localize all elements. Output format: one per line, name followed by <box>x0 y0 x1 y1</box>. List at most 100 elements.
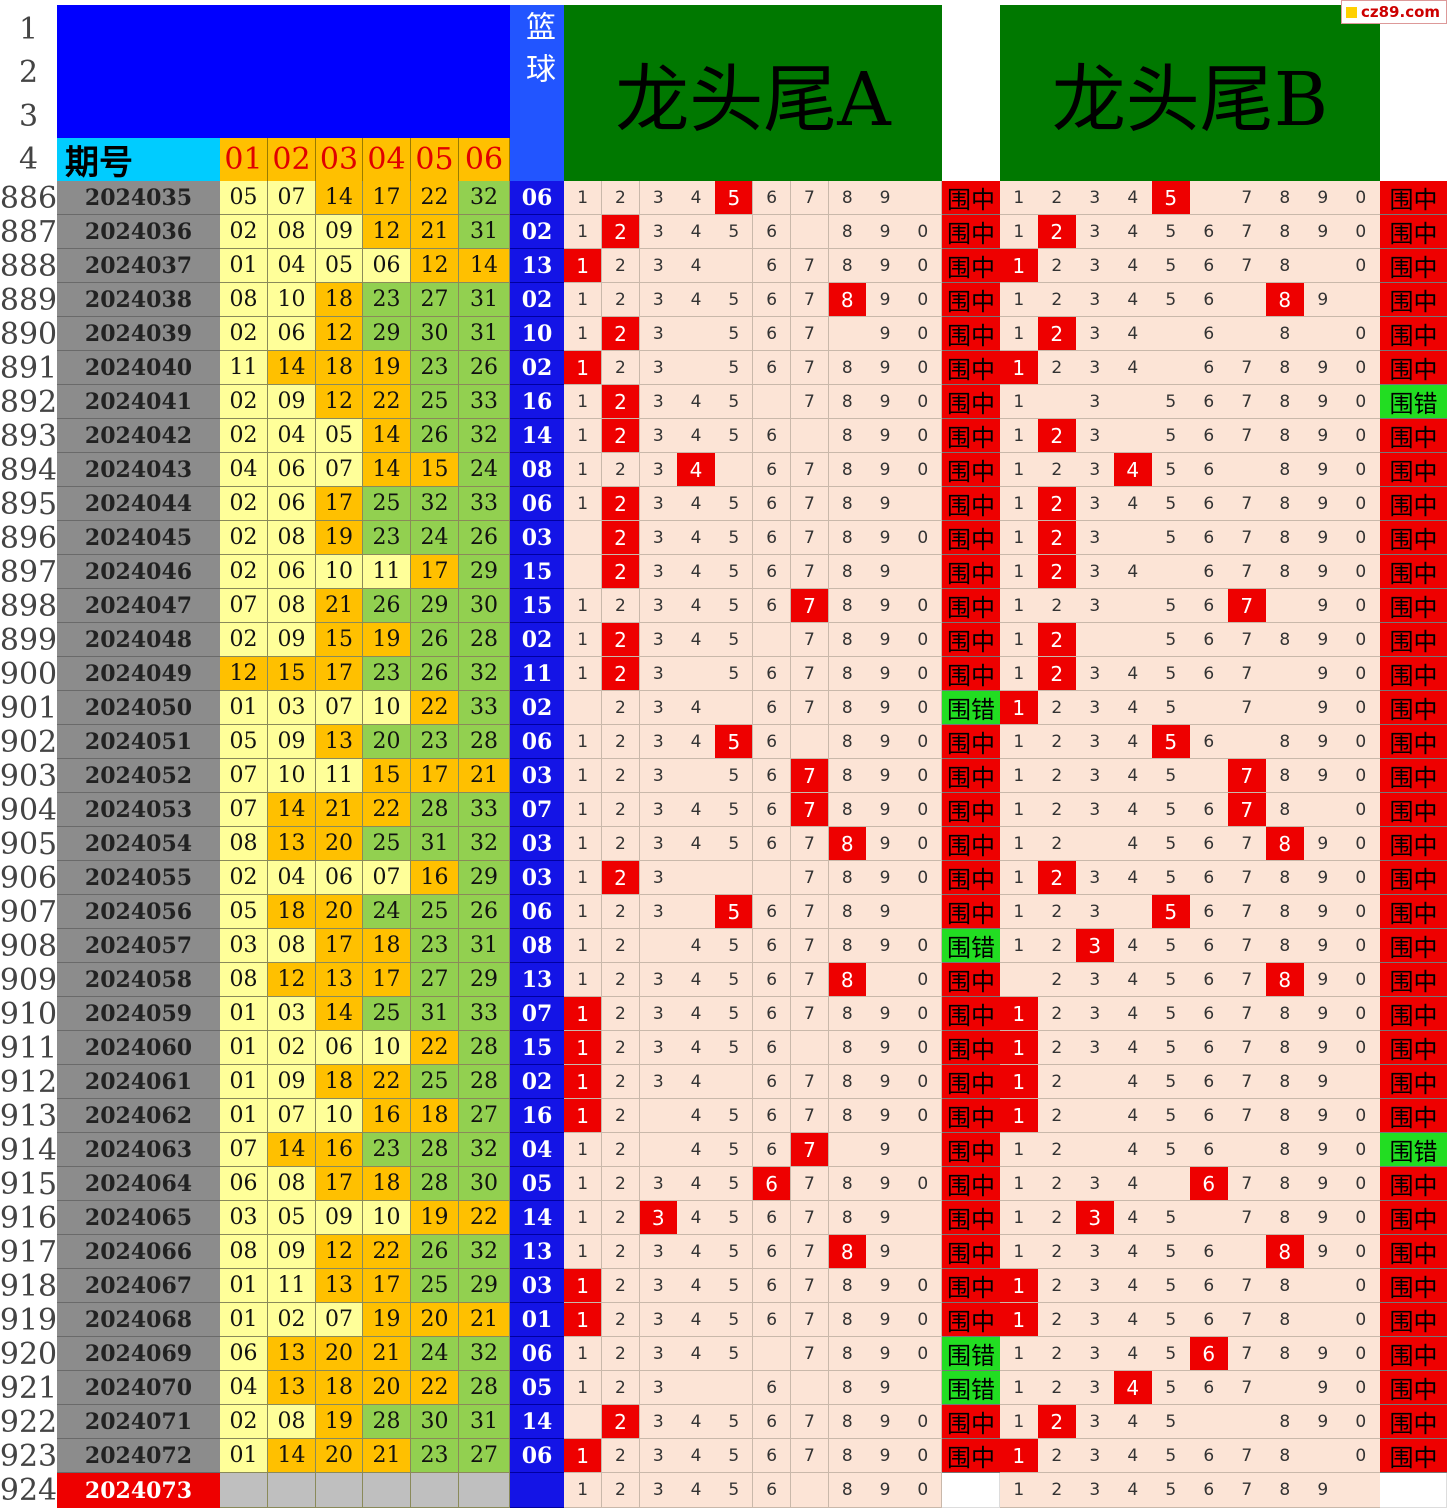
grid-b-cell[interactable]: 3 <box>1076 453 1115 487</box>
red-ball-cell[interactable]: 32 <box>459 1235 510 1269</box>
grid-b-cell[interactable]: 5 <box>1152 963 1191 997</box>
grid-b-cell[interactable]: 8 <box>1266 759 1305 793</box>
grid-b-cell[interactable]: 0 <box>1342 181 1381 215</box>
grid-b-cell[interactable]: 9 <box>1304 725 1343 759</box>
grid-a-cell[interactable]: 5 <box>715 215 754 249</box>
grid-a-hit-cell[interactable]: 1 <box>564 249 603 283</box>
grid-b-cell[interactable]: 9 <box>1304 1065 1343 1099</box>
blue-ball-cell[interactable]: 04 <box>510 1133 564 1167</box>
grid-b-cell[interactable]: 6 <box>1190 317 1229 351</box>
row-number[interactable]: 890 <box>0 317 57 351</box>
period-cell[interactable]: 2024071 <box>57 1405 220 1439</box>
result-b-badge[interactable]: 围错 <box>1380 385 1447 419</box>
grid-b-cell[interactable] <box>1228 317 1267 351</box>
grid-b-hit-cell[interactable]: 4 <box>1114 453 1153 487</box>
grid-a-cell[interactable]: 9 <box>866 1371 905 1405</box>
grid-b-cell[interactable]: 4 <box>1114 351 1153 385</box>
grid-a-cell[interactable]: 4 <box>677 691 716 725</box>
red-ball-cell[interactable]: 11 <box>363 555 411 589</box>
red-ball-cell[interactable]: 27 <box>411 963 459 997</box>
grid-a-cell[interactable]: 0 <box>904 1337 943 1371</box>
grid-a-cell[interactable]: 2 <box>601 1337 641 1371</box>
red-ball-cell[interactable]: 14 <box>268 1439 316 1473</box>
grid-b-cell[interactable]: 2 <box>1038 1099 1077 1133</box>
grid-b-cell[interactable]: 0 <box>1342 385 1381 419</box>
grid-b-cell[interactable]: 6 <box>1190 419 1229 453</box>
red-ball-cell[interactable]: 20 <box>316 895 363 929</box>
row-number[interactable]: 912 <box>0 1065 57 1099</box>
grid-a-cell[interactable]: 3 <box>639 1405 678 1439</box>
red-ball-cell[interactable]: 15 <box>363 759 411 793</box>
result-a-badge[interactable]: 围中 <box>942 725 1000 759</box>
red-ball-cell[interactable]: 20 <box>411 1303 459 1337</box>
period-cell[interactable]: 2024070 <box>57 1371 220 1405</box>
grid-a-cell[interactable]: 9 <box>866 1031 905 1065</box>
red-ball-cell[interactable]: 26 <box>459 351 510 385</box>
grid-b-cell[interactable]: 1 <box>1000 929 1039 963</box>
red-ball-cell[interactable]: 17 <box>316 929 363 963</box>
blue-ball-cell[interactable]: 15 <box>510 555 564 589</box>
result-b-badge[interactable]: 围中 <box>1380 1099 1447 1133</box>
grid-b-cell[interactable]: 5 <box>1152 1099 1191 1133</box>
grid-b-cell[interactable]: 8 <box>1266 861 1305 895</box>
grid-b-cell[interactable]: 9 <box>1304 1371 1343 1405</box>
grid-b-cell[interactable]: 9 <box>1304 453 1343 487</box>
grid-a-cell[interactable]: 2 <box>601 1439 641 1473</box>
grid-b-cell[interactable]: 9 <box>1304 487 1343 521</box>
blue-ball-cell[interactable]: 06 <box>510 895 564 929</box>
grid-b-cell[interactable]: 7 <box>1228 487 1267 521</box>
red-ball-cell[interactable]: 01 <box>220 1303 268 1337</box>
grid-b-cell[interactable]: 3 <box>1076 215 1115 249</box>
grid-a-cell[interactable]: 6 <box>753 1473 792 1508</box>
grid-a-cell[interactable]: 7 <box>790 385 830 419</box>
grid-b-cell[interactable]: 6 <box>1190 1269 1229 1303</box>
grid-b-cell[interactable]: 5 <box>1152 453 1191 487</box>
grid-b-hit-cell[interactable]: 5 <box>1152 895 1191 929</box>
grid-b-cell[interactable]: 4 <box>1114 1133 1153 1167</box>
grid-a-cell[interactable]: 2 <box>601 691 641 725</box>
period-cell[interactable]: 2024040 <box>57 351 220 385</box>
grid-b-cell[interactable]: 2 <box>1038 1133 1077 1167</box>
row-number[interactable]: 916 <box>0 1201 57 1235</box>
result-b-badge[interactable]: 围中 <box>1380 929 1447 963</box>
red-ball-cell[interactable]: 31 <box>459 929 510 963</box>
grid-b-cell[interactable]: 9 <box>1304 1405 1343 1439</box>
row-number[interactable]: 908 <box>0 929 57 963</box>
red-ball-cell[interactable]: 30 <box>411 317 459 351</box>
grid-a-hit-cell[interactable]: 2 <box>601 215 641 249</box>
period-cell[interactable]: 2024055 <box>57 861 220 895</box>
grid-a-hit-cell[interactable]: 1 <box>564 1031 603 1065</box>
grid-a-cell[interactable]: 2 <box>601 1473 641 1508</box>
grid-b-cell[interactable]: 1 <box>1000 1167 1039 1201</box>
grid-b-cell[interactable] <box>1076 827 1115 861</box>
result-b-badge[interactable]: 围中 <box>1380 759 1447 793</box>
grid-a-hit-cell[interactable]: 2 <box>601 419 641 453</box>
grid-b-cell[interactable]: 3 <box>1076 1167 1115 1201</box>
result-b-badge[interactable]: 围中 <box>1380 283 1447 317</box>
grid-a-cell[interactable]: 2 <box>601 589 641 623</box>
grid-b-hit-cell[interactable]: 2 <box>1038 419 1077 453</box>
grid-b-cell[interactable]: 0 <box>1342 861 1381 895</box>
grid-b-cell[interactable]: 6 <box>1190 997 1229 1031</box>
result-a-badge[interactable]: 围中 <box>942 555 1000 589</box>
grid-b-cell[interactable]: 2 <box>1038 1269 1077 1303</box>
red-ball-cell[interactable]: 23 <box>411 725 459 759</box>
grid-a-cell[interactable]: 8 <box>828 351 867 385</box>
grid-b-cell[interactable]: 9 <box>1304 1031 1343 1065</box>
grid-b-cell[interactable]: 4 <box>1114 1269 1153 1303</box>
result-a-badge[interactable]: 围错 <box>942 1371 1000 1405</box>
grid-b-cell[interactable]: 2 <box>1038 725 1077 759</box>
grid-b-cell[interactable]: 0 <box>1342 1201 1381 1235</box>
grid-a-cell[interactable]: 9 <box>866 487 905 521</box>
red-ball-cell[interactable]: 18 <box>268 895 316 929</box>
grid-a-cell[interactable]: 3 <box>639 1235 678 1269</box>
red-ball-cell[interactable]: 05 <box>220 181 268 215</box>
grid-b-cell[interactable]: 0 <box>1342 521 1381 555</box>
grid-b-cell[interactable]: 8 <box>1266 181 1305 215</box>
red-ball-cell[interactable]: 08 <box>220 827 268 861</box>
grid-a-cell[interactable]: 9 <box>866 623 905 657</box>
empty-blue-cell[interactable] <box>510 1473 564 1508</box>
blue-ball-cell[interactable]: 05 <box>510 1167 564 1201</box>
red-ball-cell[interactable]: 02 <box>220 317 268 351</box>
grid-a-cell[interactable] <box>639 1133 678 1167</box>
